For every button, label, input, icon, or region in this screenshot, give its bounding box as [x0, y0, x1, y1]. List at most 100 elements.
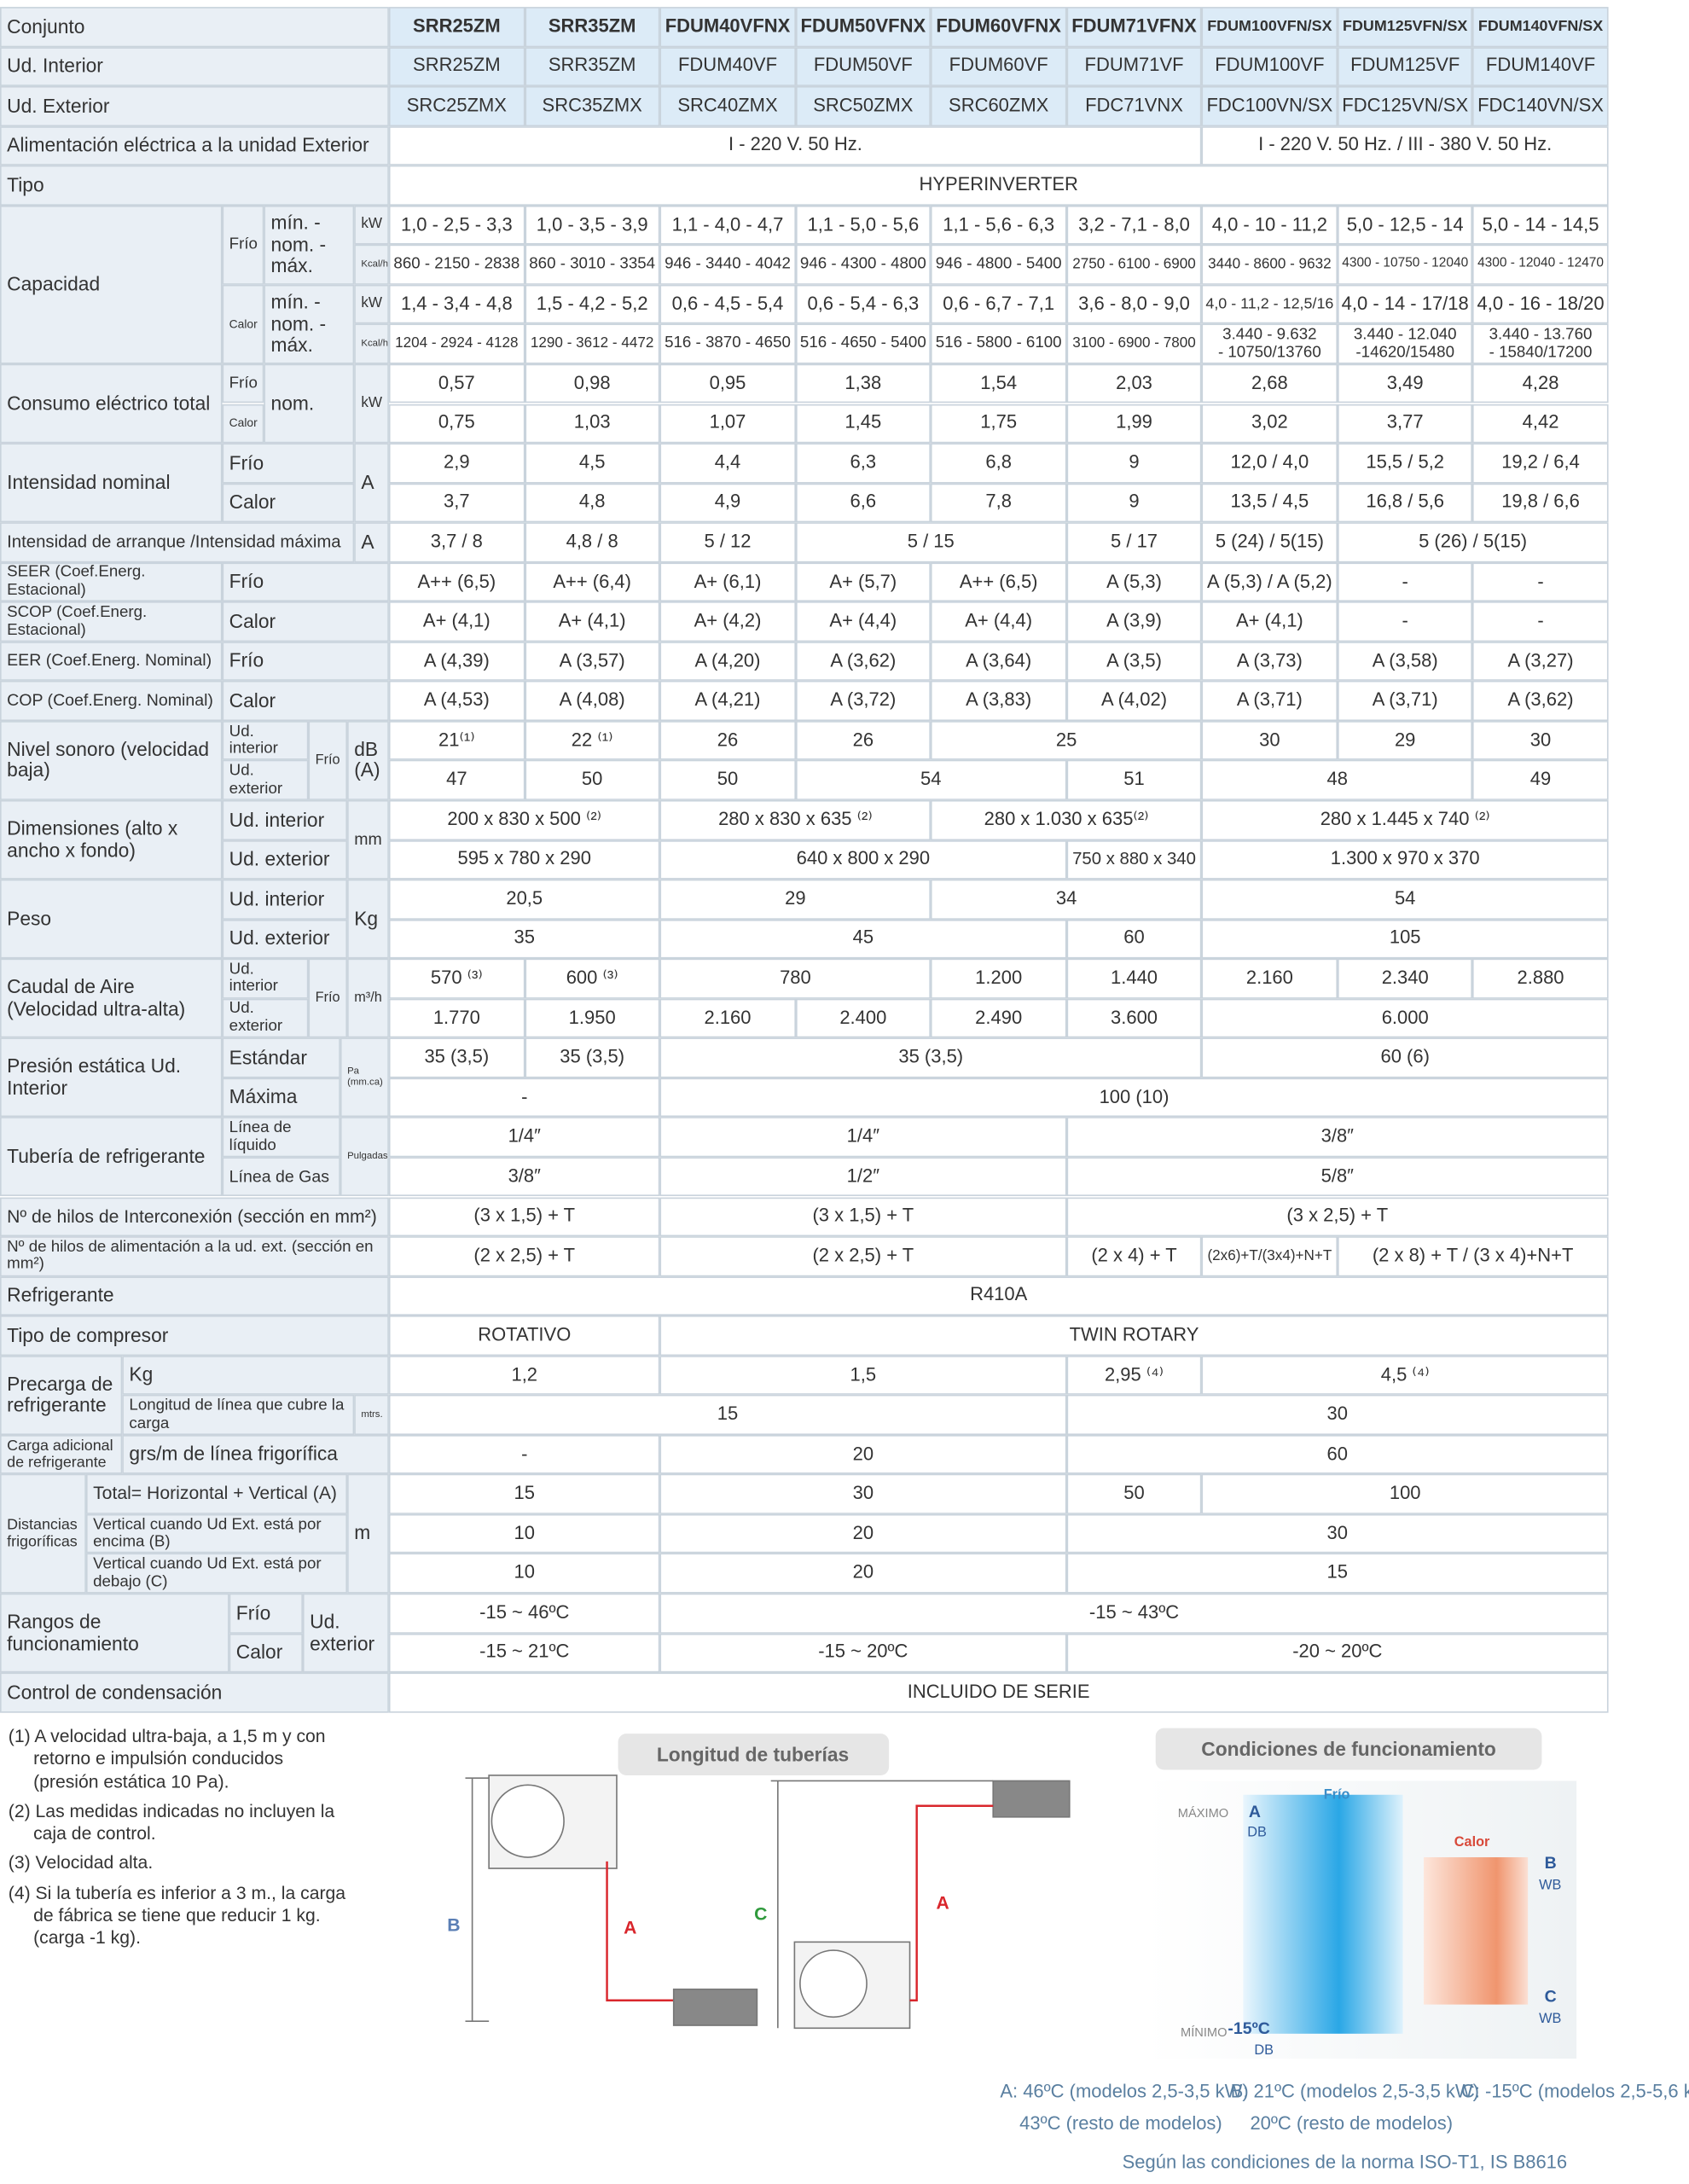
cell-text: 5,0 - 12,5 - 14	[1346, 213, 1464, 235]
cell-text: 20	[852, 1522, 874, 1543]
diagram-label: A	[1249, 1803, 1261, 1821]
value-cell: 20	[659, 1513, 1067, 1554]
value-cell: 1,1 - 5,6 - 6,3	[931, 205, 1067, 246]
diagram-label: A	[624, 1919, 636, 1938]
cell-text: A+ (5,7)	[829, 570, 897, 591]
cell-text: 9	[1129, 451, 1140, 473]
cell-text: A (3,73)	[1236, 649, 1303, 671]
value-cell: -20 ~ 20ºC	[1066, 1633, 1609, 1673]
cell-text: FDC100VN/SX	[1206, 94, 1333, 116]
caption: 43ºC (resto de modelos)	[1019, 2112, 1222, 2134]
cell-text: SRR35ZM	[548, 55, 636, 76]
cell-text: A (3,72)	[830, 688, 897, 711]
label-cell: Calor	[222, 284, 264, 364]
value-cell: 0,95	[659, 363, 796, 404]
label-cell: Vertical cuando Ud Ext. está por encima …	[85, 1513, 348, 1554]
cell-text: 1,2	[511, 1363, 538, 1385]
cell-text: 50	[1123, 1482, 1145, 1504]
value-cell: -	[1337, 601, 1473, 642]
value-cell: 100 (10)	[659, 1077, 1609, 1118]
cell-text: A (3,58)	[1372, 649, 1438, 671]
cell-text: 4300 - 12040 - 12470	[1477, 256, 1605, 272]
value-cell: 2,9	[388, 443, 525, 483]
cell-text: 0,6 - 5,4 - 6,3	[807, 293, 920, 314]
cell-text: 22 ⁽¹⁾	[571, 729, 613, 750]
cell-text: 15	[514, 1482, 535, 1504]
cell-text: SRC25ZMX	[406, 94, 507, 116]
cell-text: 51	[1123, 768, 1145, 790]
value-cell: A (4,39)	[388, 641, 525, 682]
cell-text: Ud. exterior	[229, 926, 330, 950]
value-cell: 1,5	[659, 1355, 1067, 1396]
value-cell: FDUM100VF	[1201, 46, 1338, 87]
diagram-label: C	[1545, 1987, 1557, 2006]
value-cell: 15	[1066, 1554, 1609, 1594]
cell-text: ROTATIVO	[478, 1323, 572, 1345]
value-cell: 5 / 12	[659, 522, 796, 562]
value-cell: 2.880	[1472, 958, 1609, 999]
cell-text: 4,28	[1522, 372, 1559, 393]
value-cell: FDUM140VFN/SX	[1472, 7, 1609, 47]
label-cell: Frío	[222, 561, 389, 602]
value-cell: A (3,62)	[795, 641, 932, 682]
value-cell: 30	[1201, 720, 1338, 761]
label-cell: Ud. Exterior	[0, 86, 389, 126]
cell-text: 19,2 / 6,4	[1501, 451, 1580, 473]
label-cell: Alimentación eléctrica a la unidad Exter…	[0, 125, 389, 166]
cell-text: 1,5 - 4,2 - 5,2	[536, 293, 648, 314]
cell-text: 3440 - 8600 - 9632	[1208, 255, 1332, 272]
value-cell: 1.950	[524, 998, 660, 1038]
value-cell: SRR35ZM	[524, 46, 660, 87]
value-cell: 22 ⁽¹⁾	[524, 720, 660, 761]
value-cell: (2 x 4) + T	[1066, 1236, 1202, 1276]
label-cell: Ud. interior	[222, 720, 309, 761]
cell-text: 3,2 - 7,1 - 8,0	[1078, 213, 1190, 235]
value-cell: HYPERINVERTER	[388, 166, 1609, 206]
cell-text: 1,0 - 2,5 - 3,3	[400, 213, 513, 235]
value-cell: 1,03	[524, 404, 660, 444]
cell-text: 16,8 / 5,6	[1366, 491, 1445, 512]
cell-text: 1,4 - 3,4 - 4,8	[400, 293, 513, 314]
cell-text: SRC60ZMX	[949, 94, 1049, 116]
value-cell: A (3,27)	[1472, 641, 1609, 682]
value-cell: 4,4	[659, 443, 796, 483]
cell-text: m³/h	[354, 990, 382, 1007]
label-cell: Calor	[222, 482, 355, 523]
value-cell: A (5,3)	[1066, 561, 1202, 602]
value-cell: FDC140VN/SX	[1472, 86, 1609, 126]
value-cell: 3100 - 6900 - 7800	[1066, 324, 1202, 364]
value-cell: R410A	[388, 1275, 1609, 1316]
value-cell: 4,5	[524, 443, 660, 483]
value-cell: 1,07	[659, 404, 796, 444]
cell-text: 48	[1326, 768, 1349, 790]
label-cell: Calor	[222, 681, 389, 721]
value-cell: 20	[659, 1554, 1067, 1594]
value-cell: -	[1337, 561, 1473, 602]
label-cell: Estándar	[222, 1037, 340, 1078]
cell-text: Frío	[229, 570, 264, 593]
cell-text: A+ (6,1)	[694, 570, 762, 591]
cell-text: 30	[852, 1482, 874, 1504]
cell-text: 3/8″	[508, 1165, 541, 1187]
value-cell: 2,03	[1066, 363, 1202, 404]
cell-text: Ud. exterior	[229, 763, 283, 798]
cell-text: A++ (6,4)	[553, 570, 631, 591]
value-cell: 105	[1201, 919, 1609, 959]
cell-text: 4,4	[714, 451, 741, 473]
value-cell: 2.400	[795, 998, 932, 1038]
value-cell: 1,2	[388, 1355, 660, 1396]
cell-text: -15 ~ 21ºC	[479, 1641, 570, 1663]
cell-text: 100 (10)	[1099, 1085, 1170, 1107]
cell-text: 60 (6)	[1380, 1046, 1430, 1067]
label-cell: Conjunto	[0, 7, 389, 47]
cell-text: 3.600	[1111, 1006, 1158, 1028]
value-cell: 54	[795, 760, 1067, 800]
cell-text: 640 x 800 x 290	[796, 847, 931, 869]
cell-text: -20 ~ 20ºC	[1292, 1641, 1383, 1663]
cell-text: 26	[717, 729, 739, 750]
cell-text: A (3,83)	[966, 688, 1032, 711]
cell-text: Rangos de funcionamiento	[7, 1610, 139, 1654]
cell-text: FDC125VN/SX	[1342, 94, 1469, 116]
value-cell: A (3,64)	[931, 641, 1067, 682]
label-cell: Rangos de funcionamiento	[0, 1593, 229, 1673]
